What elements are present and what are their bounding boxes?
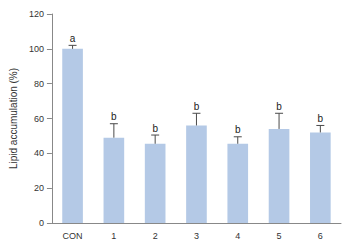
svg-text:b: b bbox=[235, 124, 241, 135]
svg-text:b: b bbox=[111, 111, 117, 122]
svg-text:Lipid accumulation (%): Lipid accumulation (%) bbox=[8, 68, 19, 169]
svg-text:0: 0 bbox=[39, 218, 44, 228]
svg-text:2: 2 bbox=[153, 231, 158, 241]
svg-text:6: 6 bbox=[318, 231, 323, 241]
svg-text:80: 80 bbox=[34, 79, 44, 89]
svg-text:CON: CON bbox=[63, 231, 83, 241]
svg-text:5: 5 bbox=[277, 231, 282, 241]
svg-text:100: 100 bbox=[29, 44, 44, 54]
svg-text:20: 20 bbox=[34, 183, 44, 193]
svg-text:b: b bbox=[318, 113, 324, 124]
svg-text:40: 40 bbox=[34, 148, 44, 158]
svg-text:3: 3 bbox=[194, 231, 199, 241]
svg-text:b: b bbox=[276, 101, 282, 112]
svg-text:60: 60 bbox=[34, 114, 44, 124]
svg-text:120: 120 bbox=[29, 9, 44, 19]
svg-text:b: b bbox=[152, 123, 158, 134]
svg-text:1: 1 bbox=[111, 231, 116, 241]
svg-text:a: a bbox=[70, 33, 76, 44]
svg-text:4: 4 bbox=[235, 231, 240, 241]
svg-text:b: b bbox=[194, 101, 200, 112]
